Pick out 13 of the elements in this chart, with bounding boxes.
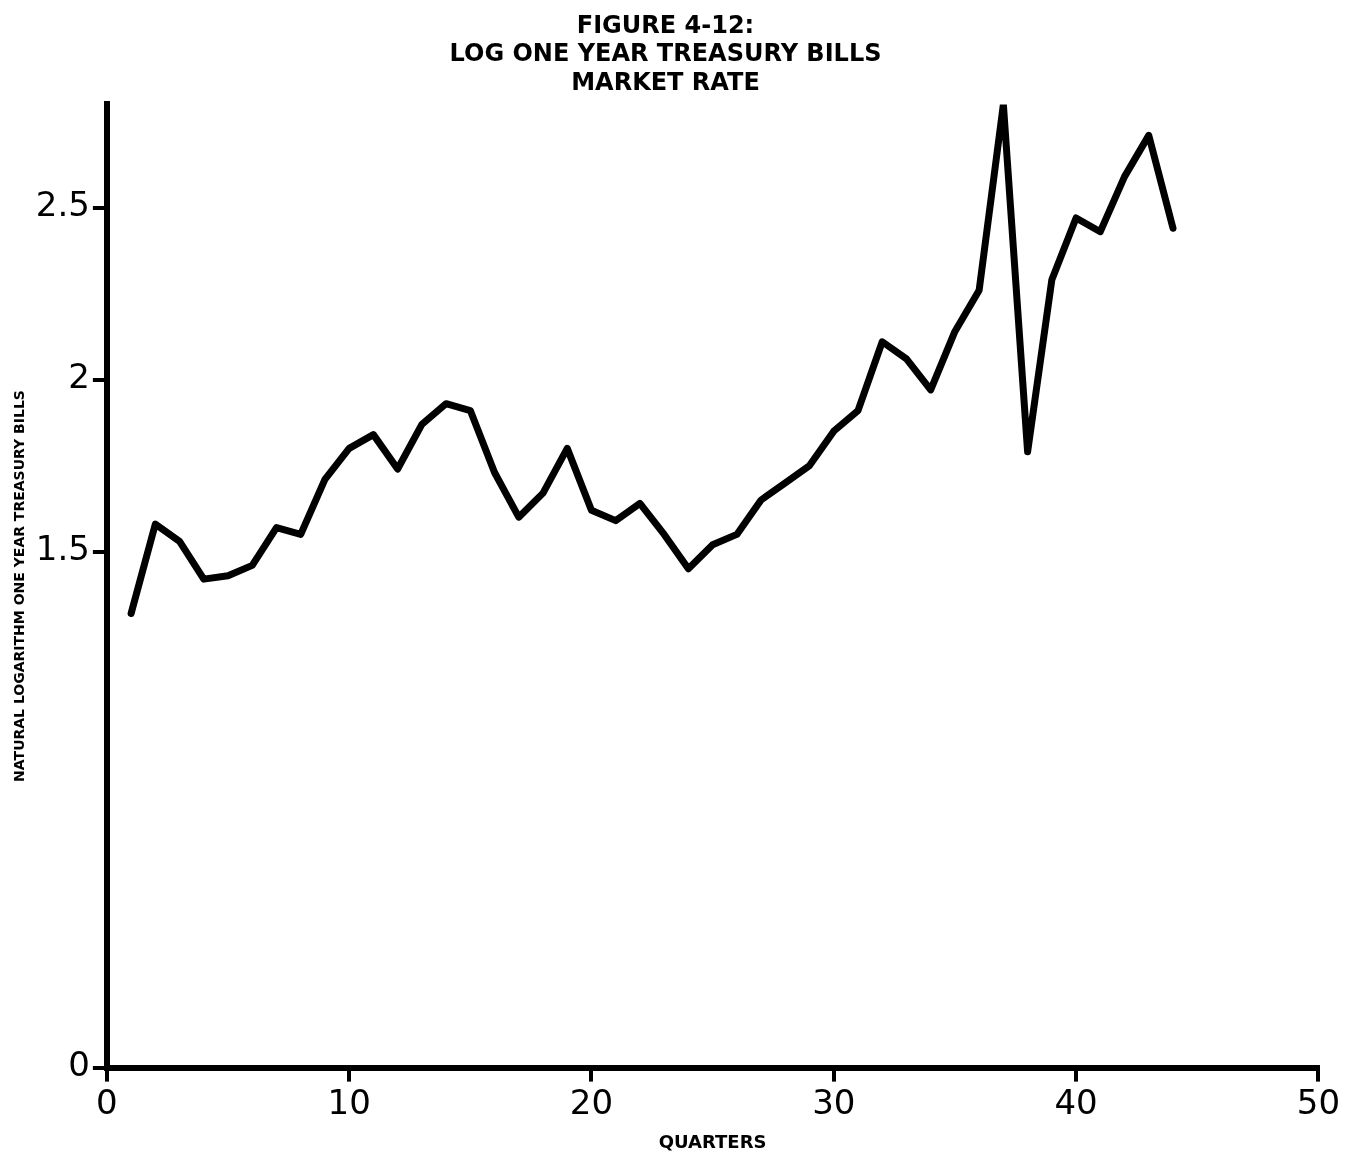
y-tick-label: 2.5 bbox=[35, 184, 90, 225]
x-tick-label: 40 bbox=[1054, 1081, 1098, 1122]
y-tick-label: 1.5 bbox=[35, 528, 90, 569]
y-tick-label: 0 bbox=[68, 1044, 90, 1085]
y-axis-title: NATURAL LOGARITHM ONE YEAR TREASURY BILLS bbox=[11, 390, 28, 782]
y-tick-label: 2 bbox=[68, 356, 90, 397]
x-axis-title: QUARTERS bbox=[658, 1130, 767, 1152]
x-tick-label: 30 bbox=[812, 1081, 856, 1122]
x-tick-label: 0 bbox=[96, 1081, 118, 1122]
chart-title: FIGURE 4-12: LOG ONE YEAR TREASURY BILLS MARKET RATE bbox=[449, 10, 882, 97]
x-tick-label: 50 bbox=[1296, 1081, 1340, 1122]
x-tick-label: 20 bbox=[569, 1081, 614, 1122]
x-tick-label: 10 bbox=[327, 1081, 371, 1122]
